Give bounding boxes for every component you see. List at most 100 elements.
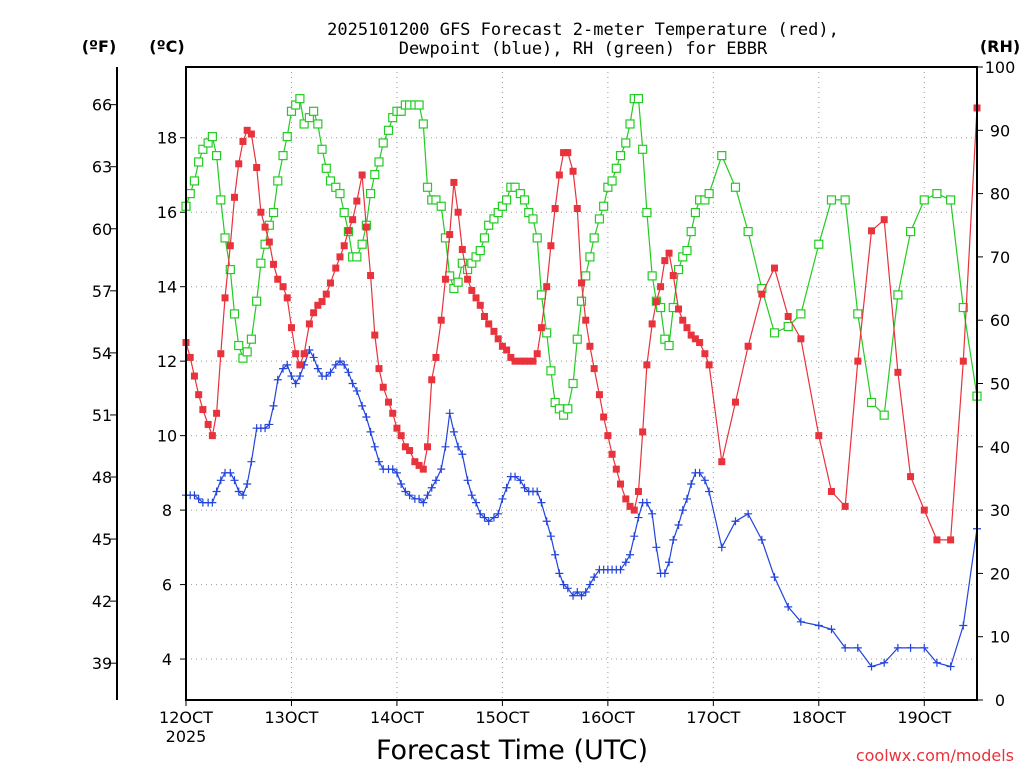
relative-humidity-point-91 xyxy=(581,271,591,281)
2-meter-temperature-point-69 xyxy=(485,320,493,328)
dewpoint-point-127 xyxy=(814,621,823,630)
relative-humidity-point-110 xyxy=(664,340,674,351)
dewpoint-point-14 xyxy=(243,480,252,489)
relative-humidity-point-14 xyxy=(242,347,252,357)
2-meter-temperature-point-107 xyxy=(652,298,660,306)
dewpoint-point-86 xyxy=(559,580,568,589)
dewpoint-point-135 xyxy=(920,643,929,652)
f-tick-label-5: 54 xyxy=(92,344,112,363)
2-meter-temperature-point-118 xyxy=(701,350,709,358)
dewpoint-point-113 xyxy=(678,506,687,515)
relative-humidity-point-6 xyxy=(207,132,217,142)
2-meter-temperature-point-57 xyxy=(432,353,440,361)
dewpoint-point-87 xyxy=(563,584,572,593)
2-meter-temperature-point-75 xyxy=(511,357,519,365)
relative-humidity-point-129 xyxy=(840,195,850,205)
2-meter-temperature-point-50 xyxy=(401,443,409,451)
2-meter-temperature-point-113 xyxy=(679,316,687,324)
dewpoint-point-132 xyxy=(880,658,889,667)
relative-humidity-point-40 xyxy=(357,239,367,249)
2-meter-temperature-point-54 xyxy=(419,465,427,473)
dewpoint-point-53 xyxy=(415,494,424,503)
relative-humidity-point-105 xyxy=(642,207,652,218)
relative-humidity-point-114 xyxy=(682,245,692,256)
2-meter-temperature-point-79 xyxy=(529,357,537,365)
dewpoint-point-61 xyxy=(449,427,458,436)
relative-humidity-point-126 xyxy=(796,309,806,319)
2-meter-temperature-point-58 xyxy=(437,316,445,324)
2-meter-temperature-point-31 xyxy=(318,298,326,306)
relative-humidity-point-135 xyxy=(919,195,929,205)
2-meter-temperature-point-2 xyxy=(190,372,198,380)
relative-humidity-point-137 xyxy=(946,195,956,205)
dewpoint-point-125 xyxy=(784,602,793,611)
dewpoint-point-102 xyxy=(630,532,639,541)
celsius-unit-label: (ºC) xyxy=(149,37,184,56)
dewpoint-point-124 xyxy=(770,573,779,582)
relative-humidity-point-54 xyxy=(418,119,428,129)
2-meter-temperature-point-90 xyxy=(578,279,585,287)
2-meter-temperature-point-131 xyxy=(868,227,876,235)
2-meter-temperature-point-36 xyxy=(340,242,348,250)
dewpoint-point-32 xyxy=(322,372,331,381)
2-meter-temperature-point-109 xyxy=(661,257,669,265)
dewpoint-point-25 xyxy=(291,379,300,388)
2-meter-temperature-point-67 xyxy=(476,301,484,309)
dewpoint-point-133 xyxy=(893,643,902,652)
dewpoint-point-62 xyxy=(454,442,463,451)
relative-humidity-point-63 xyxy=(457,258,467,268)
dewpoint-point-36 xyxy=(340,360,349,369)
x-tick-label-5: 17OCT xyxy=(686,708,740,727)
credit-label: coolwx.com/models xyxy=(856,746,1014,765)
dewpoint-point-3 xyxy=(194,494,203,503)
dewpoint-point-33 xyxy=(326,368,335,377)
dewpoint-point-20 xyxy=(269,401,278,410)
dewpoint-point-23 xyxy=(283,360,292,369)
dewpoint-point-24 xyxy=(287,372,296,381)
dewpoint-point-80 xyxy=(533,487,542,496)
2-meter-temperature-point-6 xyxy=(208,432,216,440)
relative-humidity-point-9 xyxy=(220,233,230,243)
f-tick-label-7: 60 xyxy=(92,220,112,239)
relative-humidity-point-97 xyxy=(607,176,617,186)
2-meter-temperature-point-48 xyxy=(393,424,401,432)
dewpoint-point-109 xyxy=(660,569,669,578)
fahrenheit-unit-label: (ºF) xyxy=(82,37,117,56)
2-meter-temperature-point-122 xyxy=(744,342,752,350)
2-meter-temperature-point-124 xyxy=(771,264,779,272)
2-meter-temperature-point-96 xyxy=(604,432,612,440)
x-tick-label-0: 12OCT xyxy=(159,708,213,727)
2-meter-temperature-point-18 xyxy=(261,223,269,231)
2-meter-temperature-point-52 xyxy=(411,458,419,466)
2-meter-temperature-point-114 xyxy=(683,324,691,332)
2-meter-temperature-point-94 xyxy=(595,391,603,399)
2-meter-temperature-point-89 xyxy=(573,204,581,212)
2-meter-temperature-point-49 xyxy=(397,432,405,440)
dewpoint-point-6 xyxy=(208,498,217,507)
x-tick-label-7: 19OCT xyxy=(897,708,951,727)
dewpoint-point-136 xyxy=(932,658,941,667)
dewpoint-point-83 xyxy=(546,532,555,541)
dewpoint-point-57 xyxy=(431,476,440,485)
relative-humidity-point-1 xyxy=(185,189,195,199)
c-tick-label-1: 6 xyxy=(162,576,172,595)
2-meter-temperature-point-41 xyxy=(362,223,370,231)
2-meter-temperature-point-34 xyxy=(332,264,340,272)
relative-humidity-point-103 xyxy=(633,94,644,104)
rh-tick-label-0: 0 xyxy=(995,691,1005,710)
2-meter-temperature-point-12 xyxy=(235,160,243,168)
dewpoint-point-59 xyxy=(441,442,450,451)
relative-humidity-point-21 xyxy=(273,176,283,186)
f-tick-label-2: 45 xyxy=(92,530,112,549)
relative-humidity-point-23 xyxy=(282,132,292,142)
relative-humidity-point-35 xyxy=(335,189,345,199)
relative-humidity-point-108 xyxy=(655,302,666,313)
dewpoint-point-82 xyxy=(542,517,551,526)
dewpoint-point-117 xyxy=(695,468,704,477)
relative-humidity-point-136 xyxy=(932,189,942,199)
2-meter-temperature-point-128 xyxy=(827,487,835,495)
dewpoint-point-44 xyxy=(375,457,384,466)
dewpoint-point-42 xyxy=(366,427,375,436)
relative-humidity-point-89 xyxy=(572,334,582,344)
dewpoint-point-100 xyxy=(621,558,630,567)
